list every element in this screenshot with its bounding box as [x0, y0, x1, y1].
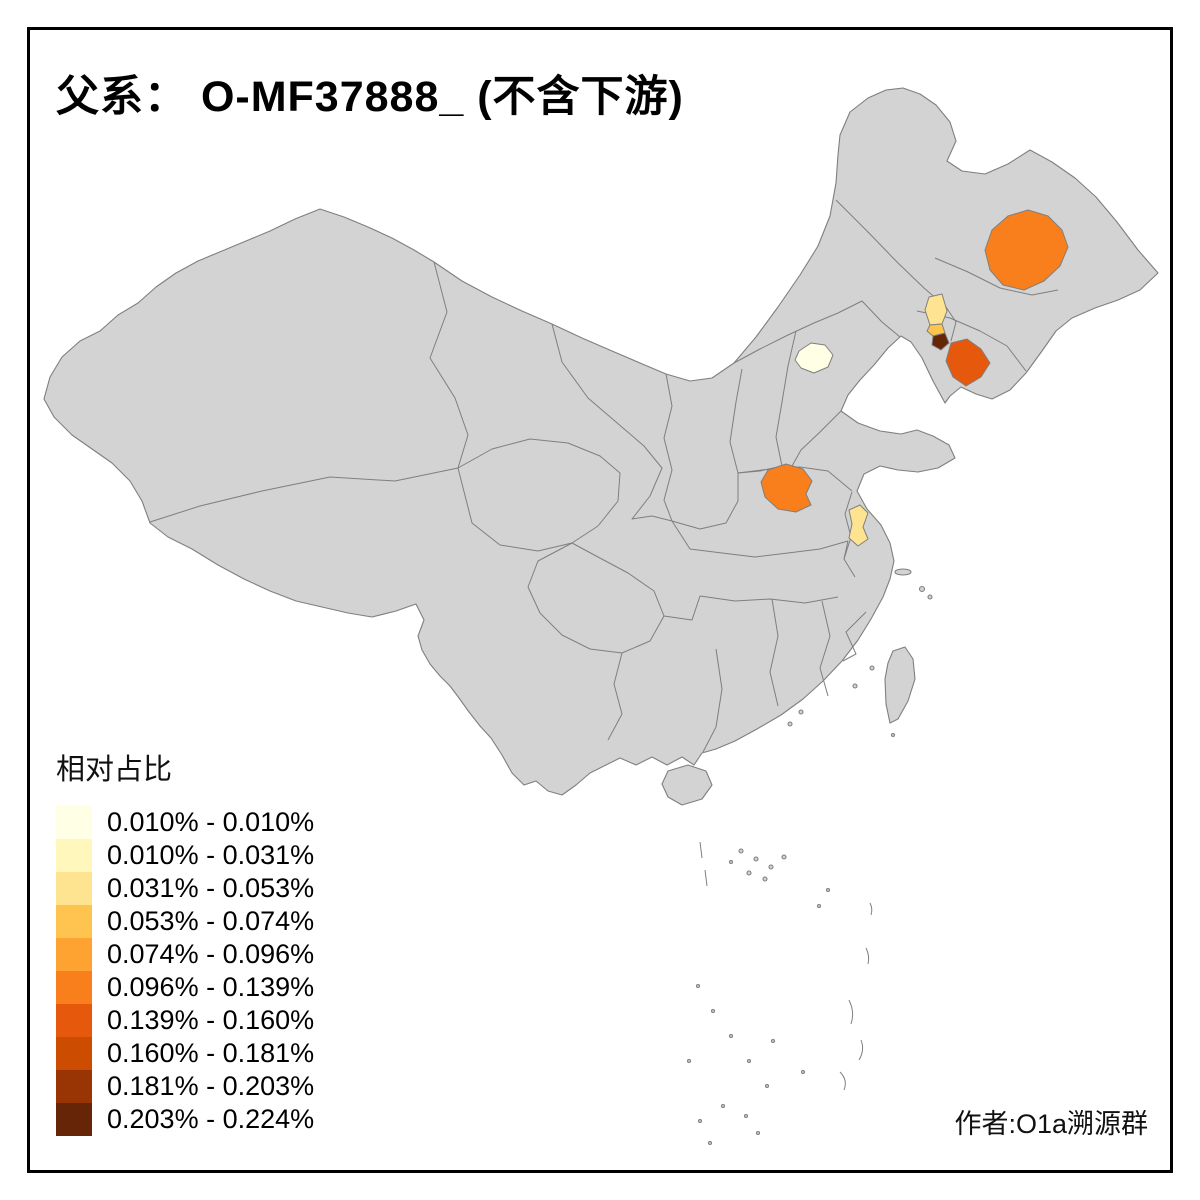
legend-color-swatch [56, 1070, 92, 1103]
legend-range-label: 0.010% - 0.031% [107, 840, 315, 870]
region-henan [760, 463, 813, 513]
legend-color-swatch [56, 1037, 92, 1070]
legend-item: 0.074% - 0.096% [56, 938, 314, 971]
region-beijing [794, 342, 834, 374]
legend-range-label: 0.160% - 0.181% [107, 1038, 315, 1068]
legend-item: 0.181% - 0.203% [56, 1070, 314, 1103]
region-anhui [848, 504, 869, 547]
islands [661, 568, 933, 806]
legend-item: 0.160% - 0.181% [56, 1037, 314, 1070]
legend-color-swatch [56, 1103, 92, 1136]
region-liaoning-strip-light [924, 293, 948, 326]
legend-range-label: 0.010% - 0.010% [107, 807, 315, 837]
legend-range-label: 0.053% - 0.074% [107, 906, 315, 936]
region-liaoning-dark [931, 332, 950, 351]
attribution: 作者:O1a溯源群 [954, 1109, 1148, 1139]
legend-range-label: 0.031% - 0.053% [107, 873, 315, 903]
legend-color-swatch [56, 806, 92, 839]
legend-range-label: 0.074% - 0.096% [107, 939, 315, 969]
legend-range-label: 0.096% - 0.139% [107, 972, 315, 1002]
legend-color-swatch [56, 872, 92, 905]
legend-item: 0.010% - 0.010% [56, 806, 314, 839]
legend-color-swatch [56, 1004, 92, 1037]
south-china-sea-islands [686, 841, 873, 1146]
legend-color-swatch [56, 839, 92, 872]
legend-item: 0.096% - 0.139% [56, 971, 314, 1004]
legend-color-swatch [56, 905, 92, 938]
plot-title: 父系： O-MF37888_ (不含下游) [56, 73, 684, 121]
legend-range-label: 0.203% - 0.224% [107, 1104, 315, 1134]
legend-item: 0.139% - 0.160% [56, 1004, 314, 1037]
yangtze-mouth-island [894, 568, 912, 576]
taiwan-island [884, 646, 916, 724]
region-liaoning-dandong [945, 338, 991, 387]
legend-item: 0.053% - 0.074% [56, 905, 314, 938]
legend-color-swatch [56, 971, 92, 1004]
hainan-island [661, 764, 713, 806]
legend-items: 0.010% - 0.010% 0.010% - 0.031% 0.031% - 0… [56, 806, 314, 1136]
legend-range-label: 0.181% - 0.203% [107, 1071, 315, 1101]
highlighted-regions [760, 209, 1069, 547]
legend-title: 相对占比 [56, 754, 173, 786]
region-northeast-harbin [984, 209, 1069, 291]
china-mainland [43, 87, 1159, 796]
legend-range-label: 0.139% - 0.160% [107, 1005, 315, 1035]
legend-color-swatch [56, 938, 92, 971]
legend: 相对占比 0.010% - 0.010% 0.010% - 0.031% 0.031… [56, 746, 314, 1136]
legend-item: 0.010% - 0.031% [56, 839, 314, 872]
legend-item: 0.031% - 0.053% [56, 872, 314, 905]
legend-item: 0.203% - 0.224% [56, 1103, 314, 1136]
